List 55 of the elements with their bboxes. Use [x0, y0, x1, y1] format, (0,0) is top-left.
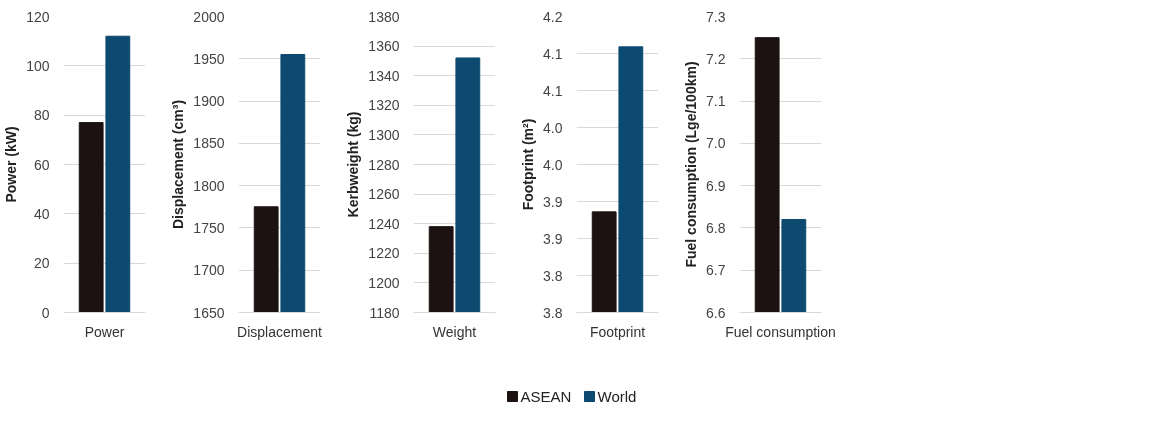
y-tick-label: 2000 — [193, 8, 225, 25]
y-tick-label: 4.1 — [543, 45, 563, 62]
y-tick-label: 4.2 — [543, 8, 563, 25]
y-tick-label: 7.2 — [706, 50, 726, 67]
x-tick-label: Fuel consumption — [725, 323, 836, 340]
y-tick-label: 3.8 — [543, 267, 563, 284]
y-tick-label: 0 — [41, 304, 50, 321]
y-tick-label: 1380 — [368, 8, 400, 25]
y-tick-label: 1850 — [193, 135, 225, 152]
y-axis-title: Displacement (cm³) — [170, 99, 187, 230]
y-tick-label: 1800 — [193, 177, 225, 194]
y-tick-label: 1240 — [368, 215, 400, 232]
y-axis-title: Fuel consumption (Lge/100km) — [683, 61, 700, 268]
y-tick-label: 1280 — [368, 156, 400, 173]
x-tick-label: Weight — [432, 323, 477, 340]
y-tick-label: 60 — [33, 156, 50, 173]
y-tick-label: 1900 — [193, 93, 225, 110]
y-tick-label: 4.0 — [543, 119, 563, 136]
y-tick-label: 40 — [33, 205, 50, 222]
y-tick-label: 20 — [33, 255, 50, 272]
y-tick-label: 3.9 — [543, 230, 563, 247]
y-axis-title: Footprint (m²) — [520, 118, 537, 211]
y-tick-label: 1340 — [368, 67, 400, 84]
y-tick-label: 1220 — [368, 245, 400, 262]
y-axis-title: Kerbweight (kg) — [345, 111, 362, 218]
x-tick-label: Power — [84, 323, 125, 340]
y-tick-label: 1320 — [368, 97, 400, 114]
y-tick-label: 1300 — [368, 126, 400, 143]
y-tick-label: 3.8 — [543, 304, 563, 321]
x-tick-label: Footprint — [589, 323, 646, 340]
y-tick-label: 1950 — [193, 50, 225, 67]
y-tick-label: 1180 — [369, 304, 400, 321]
y-tick-label: 1200 — [368, 274, 400, 291]
y-tick-label: 100 — [26, 57, 50, 74]
y-tick-label: 3.9 — [543, 193, 563, 210]
y-tick-label: 1360 — [368, 38, 400, 55]
y-tick-label: 6.9 — [706, 177, 726, 194]
y-tick-label: 7.3 — [706, 8, 726, 25]
y-tick-label: 7.1 — [706, 93, 726, 110]
y-tick-label: 80 — [33, 107, 50, 124]
legend-label: ASEAN — [520, 388, 572, 405]
y-tick-label: 1260 — [368, 186, 400, 203]
y-tick-label: 4.0 — [543, 156, 563, 173]
y-tick-label: 6.7 — [706, 262, 726, 279]
y-tick-label: 6.8 — [706, 219, 726, 236]
y-tick-label: 1750 — [193, 219, 225, 236]
legend-label: World — [597, 388, 637, 405]
y-tick-label: 4.1 — [543, 82, 563, 99]
y-tick-label: 1700 — [193, 262, 225, 279]
y-tick-label: 7.0 — [706, 135, 726, 152]
x-tick-label: Displacement — [237, 323, 323, 340]
y-axis-title: Power (kW) — [3, 126, 20, 203]
y-tick-label: 120 — [26, 8, 50, 25]
y-tick-label: 1650 — [193, 304, 225, 321]
y-tick-label: 6.6 — [706, 304, 726, 321]
